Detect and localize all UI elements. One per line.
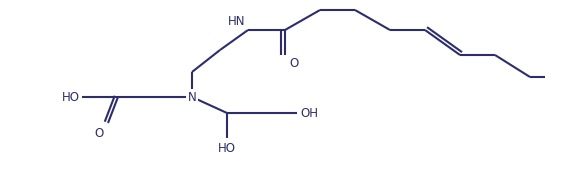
Text: O: O <box>289 57 298 70</box>
Text: N: N <box>187 90 196 103</box>
Text: HO: HO <box>62 90 80 103</box>
Text: HO: HO <box>218 142 236 155</box>
Text: O: O <box>95 127 104 140</box>
Text: OH: OH <box>300 107 318 120</box>
Text: HN: HN <box>228 15 245 28</box>
